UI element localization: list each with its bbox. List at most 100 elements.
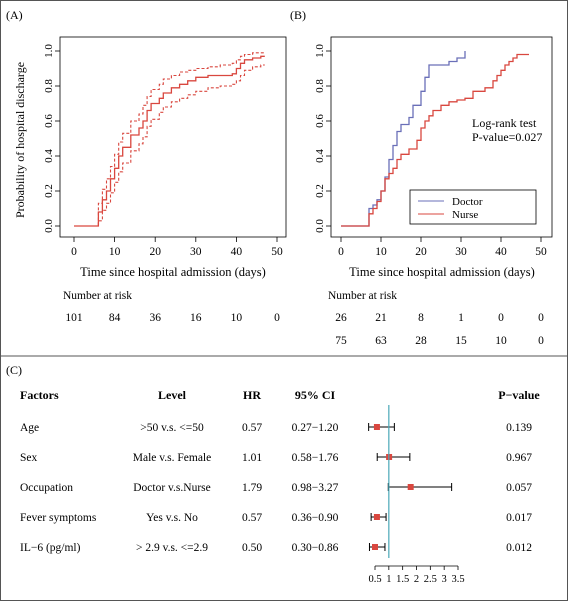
forest-row: IL−6 (pg/ml) > 2.9 v.s. <=2.9 0.50 0.30−0.8… xyxy=(20,542,532,554)
panel-b-risk-table: 26 21 8 1 0 075 63 28 15 10 0 xyxy=(335,312,544,347)
panel-a-y-label: Probability of hospital discharge xyxy=(13,62,27,218)
panel-b-legend: Doctor Nurse xyxy=(409,189,537,225)
factor-level: Yes v.s. No xyxy=(146,512,198,524)
x-tick-label: 40 xyxy=(231,246,243,258)
hr-marker xyxy=(407,484,414,490)
p-value: 0.967 xyxy=(506,452,532,464)
panel-a-x-label: Time since hospital admission (days) xyxy=(80,265,266,279)
legend-box xyxy=(409,189,537,225)
p-value: 0.139 xyxy=(506,422,532,434)
hr-marker xyxy=(373,424,380,430)
header-pvalue: P−value xyxy=(498,388,540,402)
factor-level: Male v.s. Female xyxy=(133,452,211,464)
ci-value: 0.27−1.20 xyxy=(292,422,339,434)
header-factors: Factors xyxy=(20,388,59,402)
risk-count: 10 xyxy=(495,335,507,347)
y-tick-label: 0.2 xyxy=(314,184,326,198)
x-tick-label: 10 xyxy=(109,246,121,258)
x-tick-label: 30 xyxy=(455,246,467,258)
panel-a-risk-title: Number at risk xyxy=(63,290,132,302)
x-tick-label: 40 xyxy=(495,246,507,258)
factor-name: Sex xyxy=(20,452,38,464)
factor-name: Age xyxy=(20,422,39,434)
x-tick-label: 0 xyxy=(338,246,344,258)
risk-count: 63 xyxy=(375,335,387,347)
y-tick-label: 0.0 xyxy=(43,219,55,233)
factor-level: >50 v.s. <=50 xyxy=(140,422,204,434)
y-tick-label: 0.8 xyxy=(43,79,55,93)
log-rank-label: Log-rank test xyxy=(472,116,537,130)
risk-count: 16 xyxy=(190,312,202,324)
forest-rows: Age >50 v.s. <=50 0.57 0.27−1.20 0.139 Sex Mal… xyxy=(20,422,532,554)
risk-count: 8 xyxy=(418,312,424,324)
forest-x-tick-label: 2.5 xyxy=(424,574,437,585)
y-tick-label: 0.8 xyxy=(314,79,326,93)
risk-count: 84 xyxy=(109,312,121,324)
risk-count: 0 xyxy=(274,312,280,324)
forest-row: Age >50 v.s. <=50 0.57 0.27−1.20 0.139 xyxy=(20,422,532,434)
panel-b-plot-frame xyxy=(330,36,553,238)
panel-a-plot-frame xyxy=(59,36,287,238)
risk-count: 10 xyxy=(231,312,243,324)
forest-row: Occupation Doctor v.s.Nurse 1.79 0.98−3.27 0… xyxy=(20,482,532,494)
forest-row: Sex Male v.s. Female 1.01 0.58−1.76 0.967 xyxy=(20,452,532,464)
risk-count: 0 xyxy=(498,312,504,324)
x-tick-label: 50 xyxy=(271,246,283,258)
ci-value: 0.30−0.86 xyxy=(292,542,339,554)
x-tick-label: 0 xyxy=(71,246,77,258)
factor-name: IL−6 (pg/ml) xyxy=(20,542,81,554)
risk-count: 15 xyxy=(455,335,467,347)
x-tick-label: 10 xyxy=(375,246,387,258)
forest-x-tick-label: 0.5 xyxy=(368,574,381,585)
hr-value: 1.01 xyxy=(242,452,262,464)
hr-value: 1.79 xyxy=(242,482,262,494)
header-level: Level xyxy=(158,388,187,402)
x-tick-label: 30 xyxy=(190,246,202,258)
legend-label-doctor: Doctor xyxy=(452,196,483,208)
risk-count: 28 xyxy=(415,335,427,347)
p-value: 0.012 xyxy=(506,542,532,554)
risk-count: 26 xyxy=(335,312,347,324)
risk-count: 0 xyxy=(538,335,544,347)
forest-plot: 0.5 1 1.5 2 2.5 3 3.5 xyxy=(368,405,465,585)
panel-b-x-axis: 0 10 20 30 40 50 xyxy=(338,237,547,258)
forest-row: Fever symptoms Yes v.s. No 0.57 0.36−0.90 0.… xyxy=(20,512,532,524)
x-tick-label: 50 xyxy=(535,246,547,258)
header-ci: 95% CI xyxy=(295,388,336,402)
km-curve-nurse xyxy=(341,53,529,227)
forest-header: Factors Level HR 95% CI P−value xyxy=(20,388,540,402)
factor-name: Fever symptoms xyxy=(20,512,97,524)
forest-x-tick-label: 1.5 xyxy=(396,574,409,585)
y-tick-label: 0.6 xyxy=(314,114,326,128)
risk-count: 36 xyxy=(149,312,161,324)
forest-x-tick-label: 3 xyxy=(442,574,447,585)
p-value: 0.057 xyxy=(506,482,532,494)
x-tick-label: 20 xyxy=(415,246,427,258)
risk-count: 75 xyxy=(335,335,347,347)
panel-a-series xyxy=(74,52,265,227)
panel-c-label: (C) xyxy=(6,363,22,377)
forest-x-tick-label: 2 xyxy=(414,574,419,585)
panel-b-risk-title: Number at risk xyxy=(328,290,397,302)
y-tick-label: 0.6 xyxy=(43,114,55,128)
panel-b-x-label: Time since hospital admission (days) xyxy=(349,265,535,279)
factor-level: > 2.9 v.s. <=2.9 xyxy=(136,542,208,554)
y-tick-label: 1.0 xyxy=(43,44,55,58)
y-tick-label: 1.0 xyxy=(314,44,326,58)
hr-marker xyxy=(372,544,378,550)
y-tick-label: 0.2 xyxy=(43,184,55,198)
ci-value: 0.58−1.76 xyxy=(292,452,339,464)
hr-value: 0.57 xyxy=(242,512,262,524)
x-tick-label: 20 xyxy=(149,246,161,258)
forest-x-tick-label: 3.5 xyxy=(451,574,464,585)
panel-a-risk-table: 101 84 36 16 10 0 xyxy=(65,312,280,324)
panel-a-label: (A) xyxy=(6,8,23,22)
hr-value: 0.57 xyxy=(242,422,262,434)
panel-a-y-axis: 0.0 0.2 0.4 0.6 0.8 1.0 xyxy=(43,44,60,233)
km-curve-ci-upper xyxy=(74,52,265,227)
risk-count: 21 xyxy=(375,312,387,324)
ci-value: 0.98−3.27 xyxy=(292,482,339,494)
ci-value: 0.36−0.90 xyxy=(292,512,339,524)
